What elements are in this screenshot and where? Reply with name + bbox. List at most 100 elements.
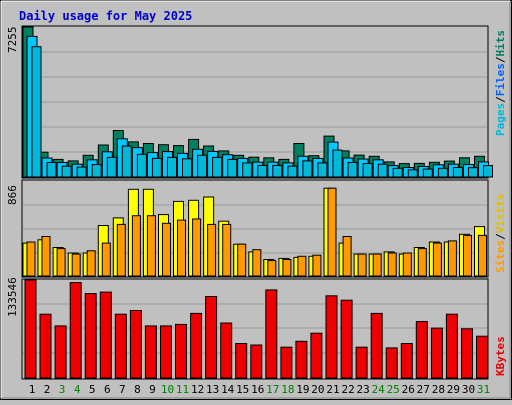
sites-bar <box>237 243 247 277</box>
kbytes-bar <box>114 313 127 379</box>
sites-bar <box>312 254 322 277</box>
sites-bar <box>71 253 81 277</box>
x-tick-label: 27 <box>417 383 430 396</box>
x-tick-label: 1 <box>29 383 36 396</box>
pages-bar <box>151 157 162 178</box>
kbytes-bar <box>129 310 142 379</box>
kbytes-bar <box>69 282 82 379</box>
sites-bar <box>56 248 66 277</box>
sites-bar <box>146 215 156 277</box>
x-tick-label: 4 <box>74 383 81 396</box>
sites-bar <box>222 223 232 277</box>
sites-bar <box>478 234 487 277</box>
x-tick-label: 28 <box>432 383 445 396</box>
x-tick-label: 25 <box>387 383 400 396</box>
x-tick-label: 19 <box>296 383 309 396</box>
legend-separator-3: / <box>494 233 507 240</box>
bar-marks <box>22 26 493 379</box>
x-tick-label: 6 <box>104 383 111 396</box>
sites-bar <box>101 242 111 277</box>
pages-bar <box>407 169 418 178</box>
x-tick-label: 8 <box>134 383 141 396</box>
pages-bar <box>452 167 463 178</box>
x-tick-label: 17 <box>266 383 279 396</box>
middle-max-label: 866 <box>6 185 19 205</box>
pages-bar <box>362 163 373 178</box>
x-tick-label: 23 <box>356 383 369 396</box>
x-tick-label: 14 <box>221 383 235 396</box>
kbytes-bar <box>220 322 233 379</box>
kbytes-bar <box>430 327 443 379</box>
pages-bar <box>483 165 493 178</box>
kbytes-bar <box>280 346 293 379</box>
chart-title: Daily usage for May 2025 <box>19 9 192 23</box>
pages-bar <box>197 154 208 178</box>
pages-bar <box>317 162 328 178</box>
top-max-label: 7255 <box>6 27 19 54</box>
legend-hits: Hits <box>494 30 507 57</box>
middle-legend: Sites/Visits <box>494 194 507 274</box>
x-tick-label: 30 <box>462 383 475 396</box>
x-tick-label: 15 <box>236 383 249 396</box>
x-tick-label: 22 <box>341 383 354 396</box>
legend-separator-1: / <box>494 96 507 103</box>
sites-bar <box>282 259 292 277</box>
pages-bar <box>468 167 478 178</box>
sites-bar <box>372 253 382 277</box>
sites-bar <box>447 240 457 277</box>
pages-bar <box>437 167 448 178</box>
pages-bar <box>136 153 147 178</box>
kbytes-bar <box>99 291 112 379</box>
sites-bar <box>432 242 442 277</box>
pages-bar <box>332 149 343 178</box>
kbytes-bar <box>461 328 473 379</box>
kbytes-bar <box>325 295 338 379</box>
sites-bar <box>342 236 352 277</box>
pages-bar <box>61 165 72 178</box>
sites-bar <box>207 223 217 277</box>
pages-bar <box>46 162 57 178</box>
legend-sites: Sites <box>494 240 507 273</box>
kbytes-bar <box>340 299 353 379</box>
x-tick-label: 12 <box>191 383 204 396</box>
x-tick-label: 5 <box>89 383 96 396</box>
kbytes-bar <box>39 313 52 379</box>
pages-bar <box>182 158 192 178</box>
sites-bar <box>86 250 96 277</box>
sites-bar <box>177 219 186 277</box>
x-axis-labels: 1 2 3 4 5 6 7 8 9 10 11 12 13 14 15 16 17 18 19 20 21 22 23 24 2… <box>29 383 490 396</box>
kbytes-bar <box>445 313 458 379</box>
pages-bar <box>302 160 313 178</box>
sites-bar <box>41 236 51 277</box>
pages-bar <box>272 164 283 178</box>
sites-bar <box>252 249 262 277</box>
kbytes-bar <box>370 312 383 379</box>
kbytes-bar <box>295 340 308 379</box>
pages-bar <box>242 162 253 178</box>
x-tick-label: 7 <box>119 383 126 396</box>
pages-bar <box>347 162 358 178</box>
kbytes-bar <box>355 346 368 379</box>
kbytes-bar <box>476 335 488 379</box>
sites-bar <box>387 252 397 277</box>
kbytes-bar <box>250 344 263 379</box>
x-tick-label: 29 <box>447 383 460 396</box>
kbytes-bar <box>205 296 218 379</box>
sites-bar <box>267 260 277 277</box>
kbytes-bar <box>400 343 413 379</box>
sites-bar <box>131 215 141 277</box>
x-tick-label: 24 <box>372 383 386 396</box>
kbytes-bar <box>190 312 203 379</box>
kbytes-bar <box>265 289 278 379</box>
x-tick-label: 9 <box>149 383 156 396</box>
sites-bar <box>192 218 202 277</box>
legend-pages: Pages <box>494 103 507 136</box>
pages-bar <box>392 167 403 178</box>
kbytes-bar <box>175 323 187 379</box>
bottom-max-label: 133546 <box>6 277 19 317</box>
pages-bar <box>31 46 42 178</box>
x-tick-label: 20 <box>311 383 324 396</box>
pages-bar <box>422 168 433 178</box>
legend-files: Files <box>494 63 507 96</box>
